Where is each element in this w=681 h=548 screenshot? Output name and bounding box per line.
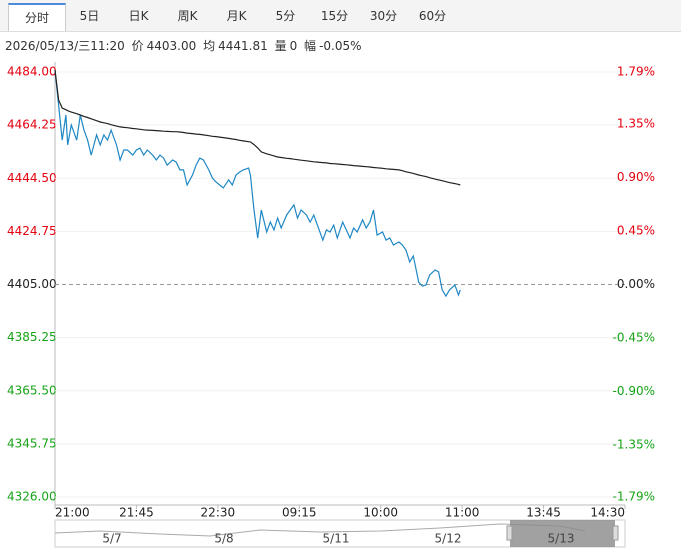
tab[interactable]: 日K <box>128 9 149 23</box>
y2-tick-label: 1.35% <box>617 117 655 131</box>
navigator-handle[interactable] <box>506 525 513 541</box>
y-tick-label: 4424.75 <box>7 224 57 238</box>
y2-tick-label: -1.35% <box>613 437 655 451</box>
navigator-label: 5/12 <box>435 532 462 546</box>
label: 幅 <box>304 39 317 53</box>
y-tick-label: 4385.25 <box>7 330 57 344</box>
y2-tick-label: -1.79% <box>613 490 655 504</box>
x-tick-label: 14:30 <box>590 506 625 520</box>
datetime: 2026/05/13/三11:20 <box>5 39 125 53</box>
y2-tick-label: 0.00% <box>617 277 655 291</box>
tab[interactable]: 60分 <box>418 9 447 23</box>
tab[interactable]: 5分 <box>275 9 296 23</box>
value: 4403.00 <box>146 39 197 53</box>
y-tick-label: 4484.00 <box>7 65 57 79</box>
y2-tick-label: 0.90% <box>617 170 655 184</box>
x-tick-label: 22:30 <box>201 506 236 520</box>
y-tick-label: 4405.00 <box>7 277 57 291</box>
tab[interactable]: 月K <box>226 9 247 23</box>
y-tick-label: 4326.00 <box>7 490 57 504</box>
x-tick-label: 21:00 <box>55 506 90 520</box>
y-tick-label: 4365.50 <box>7 383 57 397</box>
tab[interactable]: 5日 <box>79 9 100 23</box>
navigator-window[interactable] <box>510 520 615 547</box>
tab[interactable]: 分时 <box>8 3 66 31</box>
value: -0.05% <box>319 39 362 53</box>
x-tick-label: 13:45 <box>526 506 561 520</box>
label: 量 <box>274 39 287 53</box>
x-tick-label: 21:45 <box>119 506 154 520</box>
x-tick-label: 11:00 <box>445 506 480 520</box>
average-line <box>54 70 461 186</box>
navigator-label: 5/7 <box>102 532 121 546</box>
y2-tick-label: 1.79% <box>617 65 655 79</box>
navigator-label: 5/8 <box>214 532 233 546</box>
y2-tick-label: -0.45% <box>613 330 655 344</box>
y-tick-label: 4345.75 <box>7 436 57 450</box>
x-tick-label: 09:15 <box>282 506 317 520</box>
tab[interactable]: 周K <box>177 9 198 23</box>
tab-bar: 分时 5日 日K 周K 月K 5分 15分 30分 60分 <box>0 0 681 32</box>
navigator-handle[interactable] <box>612 525 619 541</box>
y-tick-label: 4464.25 <box>7 118 57 132</box>
tab[interactable]: 30分 <box>369 9 398 23</box>
y2-tick-label: -0.90% <box>613 384 655 398</box>
x-tick-label: 10:00 <box>363 506 398 520</box>
value: 0 <box>289 39 298 53</box>
navigator-label: 5/13 <box>548 532 575 546</box>
price-line <box>54 70 461 298</box>
label: 均 <box>203 39 216 53</box>
value: 4441.81 <box>218 39 268 53</box>
navigator-label: 5/11 <box>323 532 350 546</box>
y2-tick-label: 0.45% <box>617 224 655 238</box>
label: 价 <box>131 39 144 53</box>
tab[interactable]: 15分 <box>320 9 349 23</box>
y-tick-label: 4444.50 <box>7 171 57 185</box>
